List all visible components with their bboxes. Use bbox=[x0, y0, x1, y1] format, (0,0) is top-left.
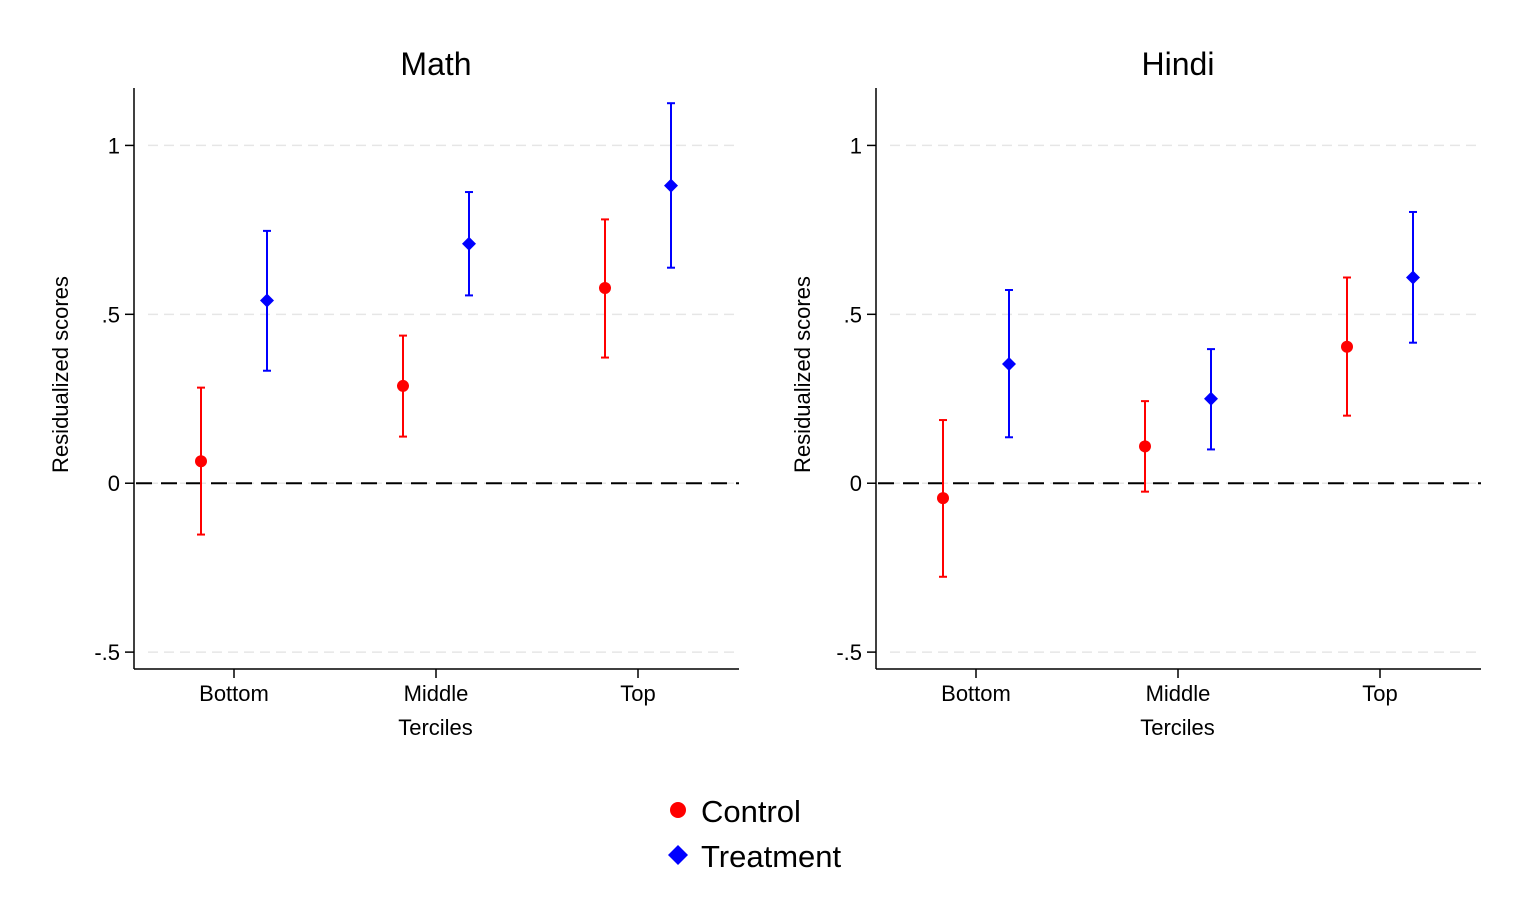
hindi-treatment-point bbox=[1406, 270, 1420, 285]
math-y-tick-label: 0 bbox=[108, 471, 120, 496]
math-title: Math bbox=[400, 46, 471, 82]
hindi-y-axis-label: Residualized scores bbox=[790, 276, 815, 473]
math-y-tick-label: -.5 bbox=[94, 640, 120, 665]
hindi-treatment-point bbox=[1204, 391, 1218, 406]
hindi-x-axis-label: Terciles bbox=[1140, 715, 1215, 740]
math-y-tick-label: .5 bbox=[102, 302, 120, 327]
math-treatment-point bbox=[260, 293, 274, 308]
legend-treatment-marker bbox=[668, 845, 688, 865]
legend-treatment-label: Treatment bbox=[701, 839, 842, 874]
math-control-point bbox=[397, 379, 409, 392]
hindi-title: Hindi bbox=[1142, 46, 1215, 82]
hindi-y-tick-label: 1 bbox=[850, 133, 862, 158]
hindi-y-tick-label: .5 bbox=[844, 302, 862, 327]
hindi-panel: Hindi -.5 0 .5 1 Bottom Middle Top Terciles Resid… bbox=[790, 46, 1481, 740]
math-panel: Math -.5 0 .5 1 Bottom Middle Top Terciles Residu… bbox=[48, 46, 739, 740]
hindi-control-point bbox=[1341, 340, 1353, 353]
math-treatment-point bbox=[664, 178, 678, 193]
math-x-tick-label: Top bbox=[620, 681, 655, 706]
hindi-x-tick-label: Top bbox=[1362, 681, 1397, 706]
math-treatment-point bbox=[462, 236, 476, 251]
hindi-y-tick-label: 0 bbox=[850, 471, 862, 496]
hindi-control-point bbox=[1139, 440, 1151, 453]
hindi-x-tick-label: Middle bbox=[1146, 681, 1211, 706]
hindi-y-tick-label: -.5 bbox=[836, 640, 862, 665]
hindi-treatment-point bbox=[1002, 356, 1016, 371]
math-control-point bbox=[195, 455, 207, 468]
math-x-axis-label: Terciles bbox=[398, 715, 473, 740]
hindi-control-point bbox=[937, 492, 949, 505]
math-y-tick-label: 1 bbox=[108, 133, 120, 158]
legend: Control Treatment bbox=[668, 794, 842, 874]
math-x-tick-label: Bottom bbox=[199, 681, 269, 706]
math-y-axis-label: Residualized scores bbox=[48, 276, 73, 473]
math-control-point bbox=[599, 281, 611, 294]
legend-control-label: Control bbox=[701, 794, 801, 829]
legend-control-marker bbox=[670, 802, 686, 818]
math-x-tick-label: Middle bbox=[404, 681, 469, 706]
hindi-x-tick-label: Bottom bbox=[941, 681, 1011, 706]
